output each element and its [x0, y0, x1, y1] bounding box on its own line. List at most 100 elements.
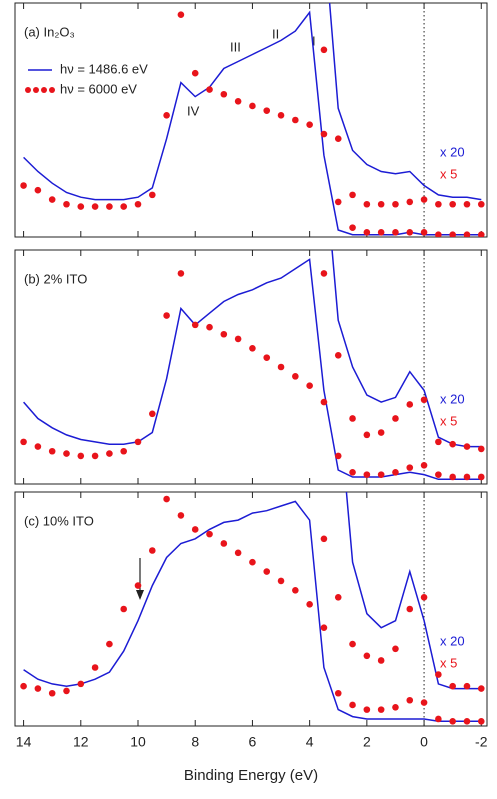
- spectrum-dot: [435, 231, 442, 237]
- plot-frame: [14, 2, 488, 238]
- panel-title: (b) 2% ITO: [24, 271, 87, 286]
- spectrum-dot: [220, 90, 228, 98]
- spectrum-dot: [420, 699, 428, 706]
- x-tick-label: 0: [420, 734, 428, 750]
- spectrum-dot: [363, 431, 371, 439]
- panel-title: (a) In₂O₃: [24, 24, 75, 39]
- spectrum-dot: [334, 594, 342, 601]
- panel-title: (c) 10% ITO: [24, 513, 94, 528]
- magnification-label: x 20: [440, 633, 465, 648]
- spectrum-dot: [377, 429, 385, 436]
- spectrum-dot: [349, 224, 356, 231]
- plot-area: [20, 492, 485, 725]
- spectrum-dot: [449, 473, 456, 481]
- x-tick-label: -2: [475, 734, 488, 750]
- spectrum-dot: [435, 438, 442, 446]
- peak-label: I: [312, 33, 316, 48]
- spectrum-dot: [292, 373, 299, 380]
- legend-swatch: [49, 87, 55, 93]
- spectrum-dot: [435, 671, 442, 678]
- spectrum-dot: [463, 443, 471, 450]
- x-tick-label: 12: [73, 734, 89, 750]
- spectrum-dot: [206, 530, 213, 538]
- spectrum-dot: [477, 445, 485, 453]
- x-axis-title: Binding Energy (eV): [184, 767, 318, 784]
- spectrum-dot: [320, 270, 328, 277]
- spectrum-dot: [277, 363, 285, 371]
- spectrum-dot: [363, 471, 371, 478]
- spectrum-dot: [177, 270, 185, 277]
- spectrum-dot: [435, 471, 442, 478]
- spectrum-dot: [377, 706, 385, 713]
- spectrum-dot: [406, 696, 414, 704]
- spectrum-dot: [149, 191, 156, 199]
- spectrum-dot: [163, 495, 170, 503]
- spectrum-dot: [63, 687, 70, 695]
- spectrum-dot: [63, 200, 70, 208]
- spectrum-dot: [477, 718, 485, 725]
- spectrum-dot: [463, 200, 471, 208]
- spectrum-dot: [392, 415, 399, 422]
- magnification-label: x 20: [440, 391, 465, 406]
- spectrum-dot: [363, 200, 371, 208]
- spectrum-dot: [234, 97, 242, 105]
- spectrum-dot: [149, 410, 156, 418]
- spectrum-dot: [48, 689, 56, 697]
- spectrum-dot: [249, 558, 256, 566]
- spectrum-dot: [277, 577, 285, 585]
- spectrum-dot: [320, 624, 328, 632]
- spectrum-dot: [320, 46, 328, 54]
- plot-area: [20, 250, 485, 481]
- spectrum-dot: [477, 231, 485, 237]
- spectrum-dot: [392, 229, 399, 236]
- spectrum-dot: [91, 452, 99, 460]
- spectrum-dot: [220, 540, 228, 547]
- spectrum-dot: [106, 450, 113, 457]
- spectrum-dot: [77, 203, 85, 210]
- spectrum-dot: [420, 196, 428, 203]
- magnification-label: x 5: [440, 655, 457, 670]
- spectrum-dot: [449, 440, 456, 448]
- spectrum-dot: [420, 229, 428, 236]
- spectrum-dot: [34, 186, 42, 194]
- spectrum-dot: [406, 464, 414, 471]
- spectrum-dot: [449, 231, 456, 237]
- spectrum-dot: [277, 112, 285, 119]
- spectrum-dot: [377, 657, 385, 664]
- spectrum-dot: [34, 685, 42, 692]
- spectrum-dot: [206, 323, 213, 331]
- spectrum-dot: [406, 401, 414, 408]
- spectrum-dot: [334, 689, 342, 697]
- spectrum-dot: [477, 473, 485, 481]
- spectrum-dot: [249, 344, 256, 352]
- spectrum-dot: [263, 354, 271, 361]
- spectrum-dot: [292, 586, 299, 594]
- arrow-head: [136, 590, 144, 600]
- peak-label: II: [272, 26, 279, 41]
- spectrum-dot: [349, 701, 356, 709]
- spectrum-dot: [134, 582, 142, 589]
- legend-label: hν = 6000 eV: [60, 81, 137, 96]
- spectrum-dot: [163, 112, 170, 119]
- spectrum-dot: [306, 382, 313, 390]
- spectrum-dot: [420, 461, 428, 469]
- spectrum-line: [23, 10, 482, 236]
- spectrum-dot: [377, 200, 385, 208]
- spectrum-dot: [406, 229, 414, 236]
- spectrum-dot: [334, 135, 342, 143]
- spectrum-dot: [48, 447, 56, 455]
- spectrum-dot: [106, 640, 113, 648]
- spectrum-dot: [234, 335, 242, 343]
- spectrum-dot: [349, 191, 356, 199]
- spectrum-dot: [449, 200, 456, 208]
- spectrum-dot: [77, 452, 85, 460]
- spectrum-dot: [392, 200, 399, 208]
- spectrum-dot: [48, 196, 56, 203]
- spectrum-dot: [177, 11, 185, 18]
- spectrum-dot: [349, 469, 356, 476]
- spectrum-dot: [377, 229, 385, 236]
- spectrum-dot: [20, 438, 27, 446]
- spectrum-dot: [463, 231, 471, 237]
- spectrum-dot: [392, 703, 399, 711]
